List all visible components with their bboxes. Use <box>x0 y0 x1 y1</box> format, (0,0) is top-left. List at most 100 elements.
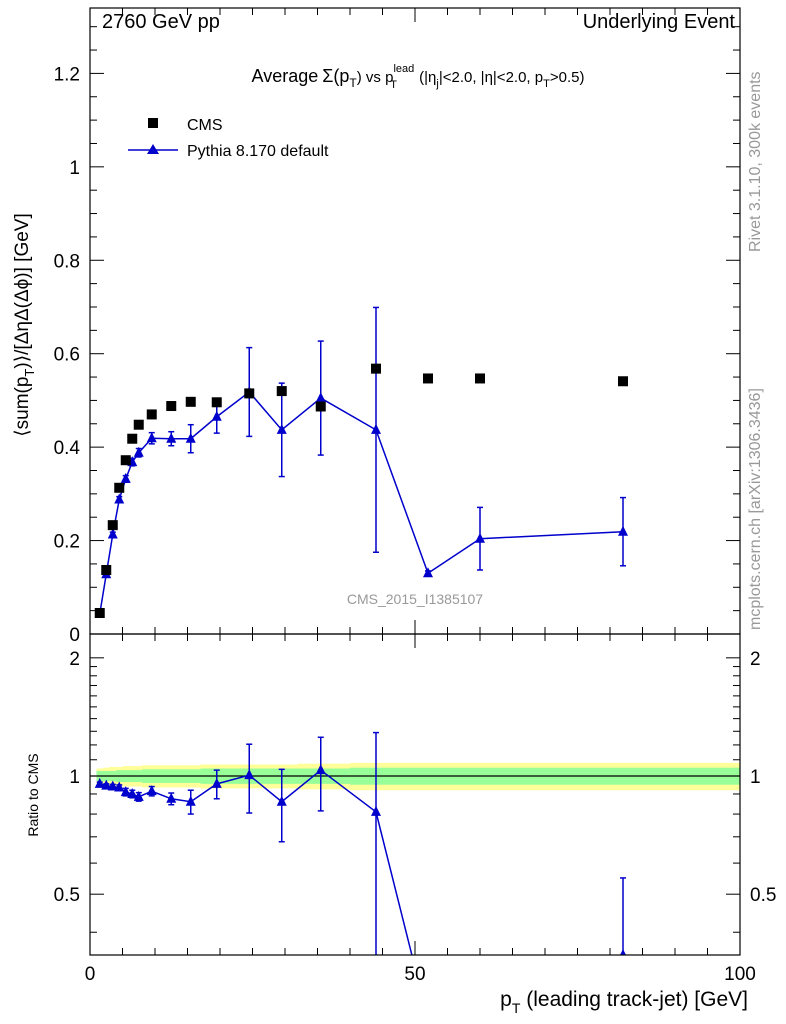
legend-label-cms: CMS <box>187 117 223 134</box>
ratio-point <box>133 790 144 801</box>
title-tail-c: >0.5) <box>550 69 585 86</box>
title-main: Average <box>252 66 319 86</box>
x-tick-label: 100 <box>724 964 756 985</box>
rivet-label: Rivet 3.1.10, 300k events <box>747 71 764 252</box>
ratio-tick-label-right: 0.5 <box>750 885 776 906</box>
pythia-point <box>315 392 326 403</box>
y-tick-label: 1.2 <box>54 64 80 85</box>
y-axis-label: ⟨sum(pT)⟩/[ΔηΔ(Δϕ)] [GeV] <box>12 213 37 437</box>
x-tick-label: 0 <box>85 964 96 985</box>
ratio-point <box>120 786 131 797</box>
cms-point <box>315 401 326 412</box>
pythia-point <box>107 528 118 539</box>
cms-point <box>114 482 125 493</box>
pythia-point <box>133 446 144 457</box>
ratio-point <box>127 787 138 798</box>
cms-point <box>475 373 485 384</box>
legend-marker-pythia <box>147 144 159 154</box>
ratio-point <box>107 780 118 791</box>
main-series <box>94 306 628 618</box>
pythia-point <box>211 410 222 421</box>
pythia-point <box>114 493 125 504</box>
ratio-point <box>146 785 157 796</box>
ratio-point <box>114 781 125 792</box>
title-sup: lead <box>393 63 414 75</box>
legend-marker-cms <box>148 118 158 128</box>
title-tail-b: |<2.0, |η|<2.0, p <box>439 69 543 86</box>
ratio-point <box>371 805 381 816</box>
ratio-point <box>276 795 287 806</box>
cms-point <box>211 397 222 408</box>
pythia-line <box>99 390 624 615</box>
y-tick-label: 0.6 <box>54 345 80 366</box>
ratio-point <box>315 764 326 775</box>
ratio-tick-label: 1 <box>69 767 80 788</box>
title-sigma: Σ(p <box>322 66 349 86</box>
pythia-point <box>166 432 177 443</box>
cms-point <box>618 376 628 387</box>
y-axis-label-a: ⟨sum(p <box>12 377 33 437</box>
ratio-tick-label: 0.5 <box>54 885 80 906</box>
cms-point <box>244 388 255 399</box>
title-tail-a: (|η <box>415 69 436 86</box>
y-tick-label: 0.2 <box>54 532 80 553</box>
y-tick-label: 1 <box>69 158 80 179</box>
cms-point <box>166 401 177 412</box>
source-label: mcplots.cern.ch [arXiv:1306.3436] <box>747 388 764 630</box>
cms-point <box>133 419 144 430</box>
ratio-line <box>99 769 413 955</box>
header-right: Underlying Event <box>583 11 736 33</box>
cms-point <box>101 564 112 575</box>
ratio-point <box>166 792 177 803</box>
y-axis-label-b: )⟩/[ΔηΔ(Δϕ)] [GeV] <box>12 213 33 368</box>
x-axis-label: pT (leading track-jet) [GeV] <box>500 988 748 1016</box>
pythia-point <box>146 432 157 443</box>
x-axis-label-main: p <box>500 988 512 1011</box>
title-sub: T <box>390 79 397 91</box>
y-tick-label: 0.4 <box>54 438 81 459</box>
title-tail-b-sub: T <box>543 78 550 90</box>
cms-point <box>146 409 157 420</box>
header-left: 2760 GeV pp <box>102 11 220 33</box>
cms-point <box>94 607 105 618</box>
axis-ticks <box>89 8 741 955</box>
x-axis-label-rest: (leading track-jet) [GeV] <box>520 988 748 1011</box>
main-panel: Average Σ(pT) vs plead T (|ηj|<2.0, |η|<2.… <box>12 7 741 646</box>
ratio-point <box>620 949 626 955</box>
title-tail-a-sub: j <box>435 78 438 90</box>
legend-label-pythia: Pythia 8.170 default <box>187 143 329 160</box>
ratio-point <box>101 779 112 790</box>
pythia-point <box>618 525 628 536</box>
title-mid: ) vs p <box>357 69 394 86</box>
ratio-point <box>244 769 255 780</box>
ratio-point <box>94 777 105 788</box>
y-tick-label: 0.8 <box>54 251 80 272</box>
pythia-point <box>475 532 485 543</box>
cms-point <box>371 363 381 374</box>
ratio-point <box>211 777 222 788</box>
y-tick-label: 0 <box>69 625 80 646</box>
pythia-point <box>371 423 381 434</box>
cms-point <box>120 455 131 466</box>
ratio-tick-label-right: 2 <box>750 649 761 670</box>
cms-point <box>185 396 196 407</box>
cms-point <box>107 520 118 531</box>
cms-point <box>423 373 433 384</box>
x-tick-label: 50 <box>404 964 425 985</box>
pythia-point <box>276 423 287 434</box>
ratio-panel: Ratio to CMS 0.5 0.5 1 1 2 2 <box>25 633 776 1023</box>
ratio-tick-label: 2 <box>69 649 80 670</box>
x-axis-label-sub: T <box>512 1000 521 1016</box>
ratio-frame <box>89 633 741 956</box>
main-frame <box>89 7 741 635</box>
ratio-point <box>423 1013 433 1023</box>
ratio-series <box>94 731 626 1023</box>
cms-point <box>276 386 287 397</box>
title-sigma-sub: T <box>349 76 357 90</box>
cms-point <box>127 433 138 444</box>
ratio-point <box>185 795 196 806</box>
pythia-point <box>120 472 131 483</box>
ratio-tick-label-right: 1 <box>750 767 761 788</box>
pythia-point <box>185 432 196 443</box>
